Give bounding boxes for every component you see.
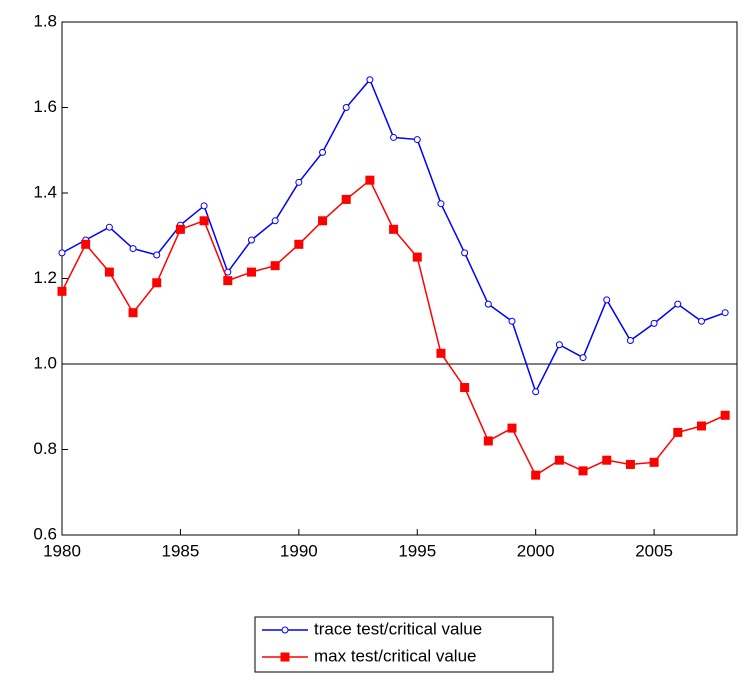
marker <box>484 300 492 308</box>
marker <box>365 175 375 185</box>
marker <box>721 309 729 317</box>
marker <box>153 251 161 259</box>
marker <box>129 245 137 253</box>
marker <box>650 319 658 327</box>
legend-box <box>254 616 554 673</box>
series-line <box>61 78 726 394</box>
marker <box>720 410 730 420</box>
plot-frame <box>61 21 738 536</box>
marker <box>341 194 351 204</box>
marker <box>81 239 91 249</box>
marker <box>200 202 208 210</box>
marker <box>532 388 540 396</box>
x-tick-label: 2005 <box>635 541 673 560</box>
marker <box>389 224 399 234</box>
marker <box>175 224 185 234</box>
marker <box>152 278 162 288</box>
marker <box>271 217 279 225</box>
legend-label: trace test/critical value <box>314 619 482 638</box>
y-tick-label: 1.8 <box>33 11 57 30</box>
marker <box>436 348 446 358</box>
legend-label: max test/critical value <box>314 646 477 665</box>
marker <box>342 104 350 111</box>
marker <box>697 317 705 325</box>
marker <box>507 423 517 433</box>
marker <box>696 421 706 431</box>
marker <box>223 276 233 286</box>
marker <box>603 296 611 304</box>
marker <box>579 354 587 362</box>
marker <box>318 216 328 226</box>
marker <box>673 427 683 437</box>
marker <box>461 249 469 257</box>
y-tick-label: 1.2 <box>33 268 57 287</box>
marker <box>246 267 256 277</box>
y-tick-label: 0.8 <box>33 439 57 458</box>
y-tick-label: 1.0 <box>33 353 57 372</box>
marker <box>602 455 612 465</box>
marker <box>270 261 280 271</box>
y-tick-label: 1.6 <box>33 97 57 116</box>
marker <box>199 216 209 226</box>
legend-marker <box>281 626 289 634</box>
marker <box>128 308 138 318</box>
series-line <box>61 178 726 477</box>
y-tick-label: 1.4 <box>33 182 57 201</box>
marker <box>295 178 303 186</box>
marker <box>578 466 588 476</box>
marker <box>674 300 682 308</box>
marker <box>437 200 445 208</box>
x-tick-label: 1985 <box>162 541 200 560</box>
marker <box>625 459 635 469</box>
marker <box>58 249 66 257</box>
marker <box>105 223 113 231</box>
x-tick-label: 1980 <box>43 541 81 560</box>
marker <box>460 383 470 393</box>
marker <box>294 239 304 249</box>
x-tick-label: 1995 <box>398 541 436 560</box>
marker <box>554 455 564 465</box>
marker <box>247 236 255 244</box>
marker <box>57 286 67 296</box>
x-tick-label: 2000 <box>517 541 555 560</box>
marker <box>390 133 398 141</box>
marker <box>483 436 493 446</box>
y-tick-label: 0.6 <box>33 524 57 543</box>
marker <box>626 336 634 344</box>
marker <box>412 252 422 262</box>
marker <box>531 470 541 480</box>
marker <box>319 148 327 156</box>
marker <box>555 341 563 349</box>
marker <box>649 457 659 467</box>
marker <box>366 76 374 84</box>
marker <box>508 317 516 325</box>
marker <box>413 136 421 144</box>
legend-marker <box>280 652 290 662</box>
x-tick-label: 1990 <box>280 541 318 560</box>
marker <box>104 267 114 277</box>
